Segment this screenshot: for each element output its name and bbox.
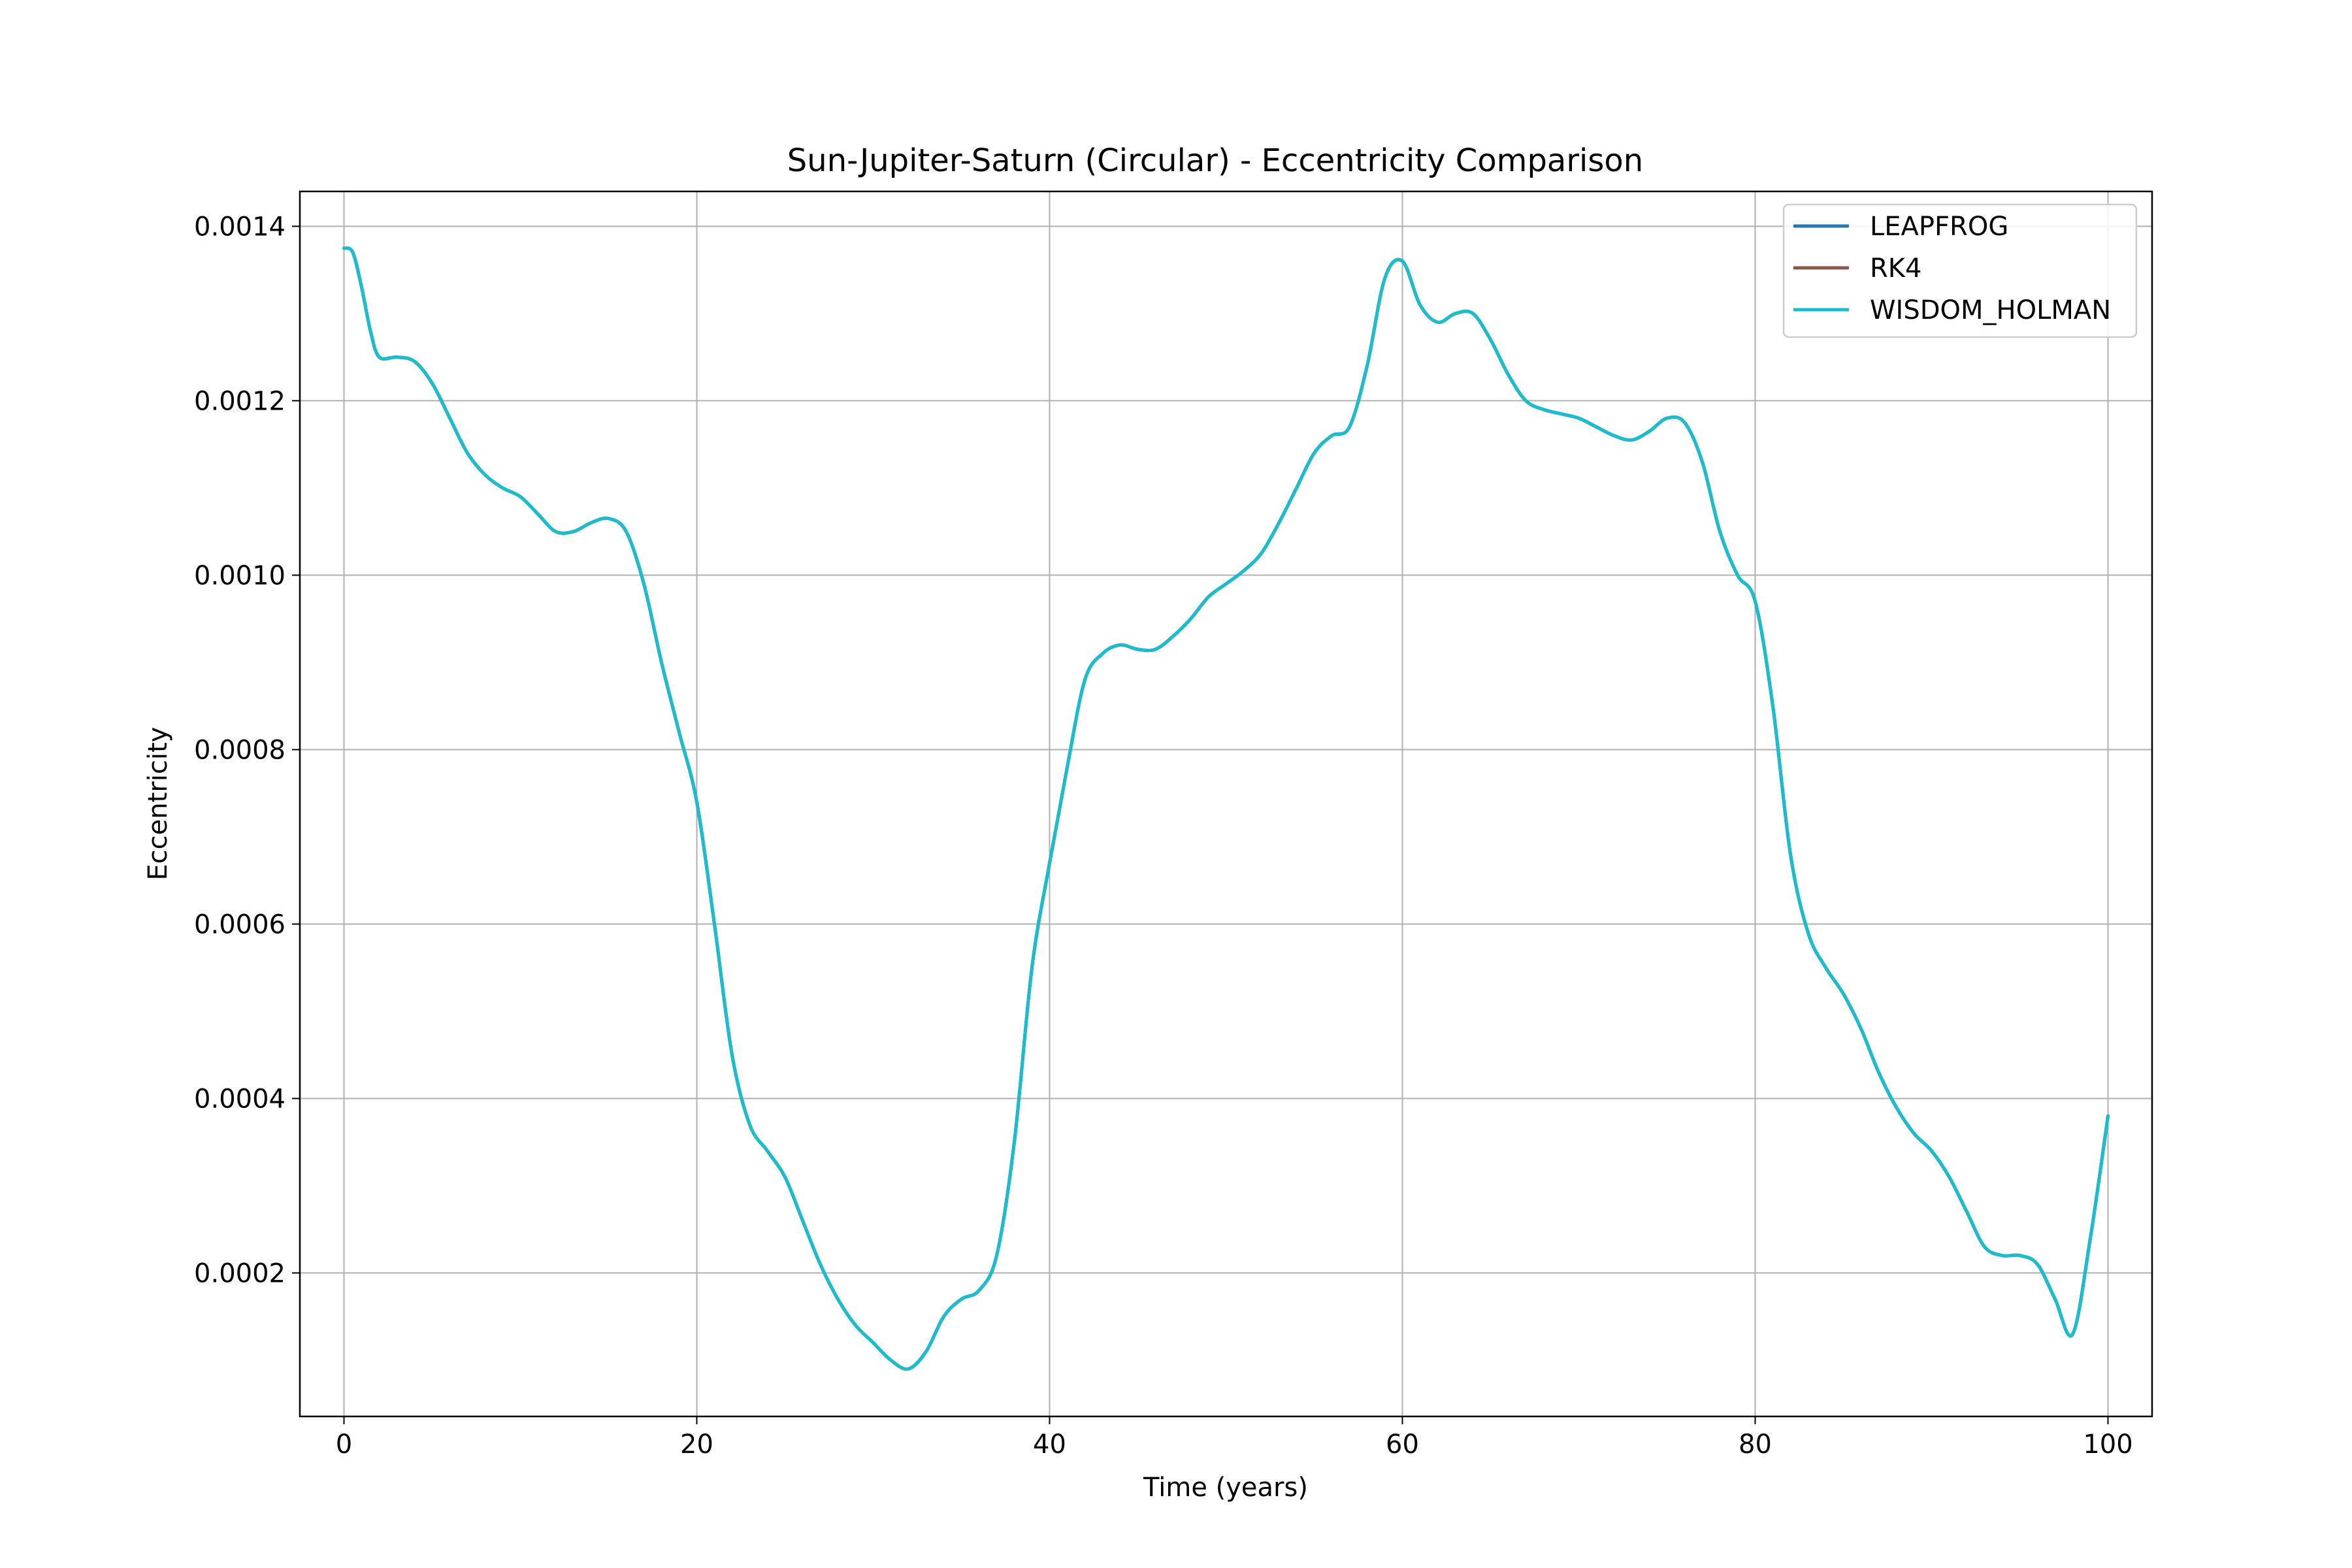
axes-frame [299, 190, 2153, 1418]
y-tick-label: 0.0010 [194, 561, 286, 591]
legend: LEAPFROG RK4 WISDOM_HOLMAN [1782, 203, 2138, 338]
x-tick-label: 60 [1386, 1429, 1419, 1460]
y-tick-label: 0.0014 [194, 212, 286, 242]
y-axis-label: Eccentricity [143, 727, 173, 881]
x-axis-label: Time (years) [1143, 1473, 1308, 1503]
x-tick-label: 20 [680, 1429, 713, 1460]
y-tick-label: 0.0002 [194, 1258, 286, 1288]
legend-label-leapfrog: LEAPFROG [1870, 212, 2008, 242]
legend-label-rk4: RK4 [1870, 253, 1921, 284]
y-tick-label: 0.0012 [194, 386, 286, 416]
y-tick-label: 0.0008 [194, 735, 286, 765]
x-tick-label: 0 [336, 1429, 352, 1460]
x-axis-ticks: 0 20 40 60 80 100 [336, 1416, 2133, 1460]
x-tick-label: 80 [1739, 1429, 1772, 1460]
x-tick-label: 40 [1033, 1429, 1066, 1460]
plot-area [299, 190, 2153, 1418]
x-tick-label: 100 [2083, 1429, 2132, 1460]
series-lines [342, 246, 2110, 1371]
legend-entries: LEAPFROG RK4 WISDOM_HOLMAN [1793, 212, 2111, 325]
legend-box [1782, 203, 2138, 338]
y-tick-label: 0.0006 [194, 909, 286, 939]
series-line-wisdom-holman [342, 246, 2110, 1371]
y-tick-label: 0.0004 [194, 1084, 286, 1114]
legend-label-wisdom-holman: WISDOM_HOLMAN [1870, 295, 2111, 325]
chart-title: Sun-Jupiter-Saturn (Circular) - Eccentri… [787, 142, 1643, 179]
y-axis-ticks: 0.0002 0.0004 0.0006 0.0008 0.0010 0.0012 0.00… [194, 212, 300, 1288]
